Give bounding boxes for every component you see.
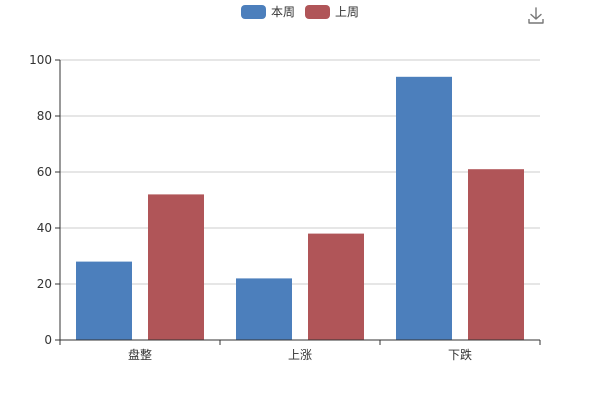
legend: 本周 上周: [0, 3, 600, 20]
y-tick-label: 40: [37, 221, 52, 235]
bar-last-week-2[interactable]: [468, 169, 524, 340]
download-icon[interactable]: [526, 6, 546, 26]
legend-swatch-this-week: [240, 4, 266, 19]
bars: [76, 76, 524, 341]
legend-label-last-week: 上周: [335, 5, 360, 19]
y-tick-label: 80: [37, 109, 52, 123]
bar-last-week-1[interactable]: [308, 233, 364, 340]
bar-last-week-0[interactable]: [148, 194, 204, 340]
x-tick-label: 下跌: [448, 347, 472, 362]
axes: 0 20 40 60 80 100 盘整 上涨 下跌: [29, 53, 541, 362]
y-tick-label: 20: [37, 277, 52, 291]
grid-lines: [60, 59, 540, 285]
y-tick-label: 60: [37, 165, 52, 179]
x-tick-label: 上涨: [288, 347, 312, 362]
bar-this-week-1[interactable]: [236, 278, 292, 340]
bar-this-week-0[interactable]: [76, 261, 132, 340]
legend-swatch-last-week: [305, 4, 330, 19]
legend-item-last-week[interactable]: 上周: [305, 3, 359, 20]
x-tick-label: 盘整: [128, 347, 152, 362]
legend-item-this-week[interactable]: 本周: [240, 3, 295, 20]
legend-label-this-week: 本周: [270, 5, 295, 19]
y-tick-label: 100: [29, 53, 52, 67]
y-tick-label: 0: [44, 333, 52, 347]
bar-this-week-2[interactable]: [396, 76, 452, 341]
